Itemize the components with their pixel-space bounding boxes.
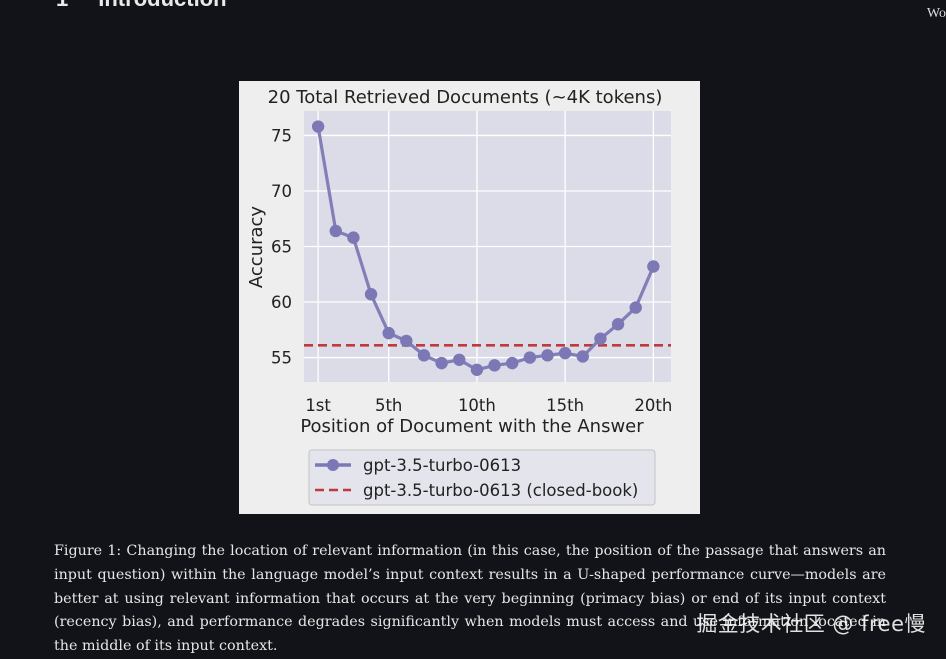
- section-title: Introduction: [98, 0, 226, 12]
- data-point: [453, 353, 466, 366]
- y-tick-label: 65: [271, 238, 292, 257]
- x-tick-label: 20th: [634, 396, 672, 415]
- data-point: [329, 224, 342, 238]
- y-tick-label: 60: [271, 293, 292, 312]
- data-point: [506, 356, 519, 370]
- data-point: [594, 332, 607, 345]
- data-point: [382, 326, 395, 340]
- x-axis: 1st 5th 10th 15th 20th: [305, 396, 672, 415]
- data-point: [435, 356, 448, 370]
- legend-label-closed-book: gpt-3.5-turbo-0613 (closed-book): [363, 481, 638, 500]
- x-axis-label: Position of Document with the Answer: [300, 416, 644, 437]
- data-point: [488, 359, 501, 372]
- section-heading: 1 Introduction: [56, 0, 227, 12]
- data-point: [417, 349, 431, 362]
- y-tick-label: 75: [271, 126, 292, 145]
- data-point: [400, 334, 413, 348]
- data-point: [347, 231, 360, 244]
- accuracy-chart: 55 60 65 70 75 1st 5th 10th 15th 20th 20 Total R…: [239, 81, 700, 514]
- section-number: 1: [56, 0, 68, 12]
- data-point: [558, 346, 572, 360]
- x-tick-label: 15th: [546, 396, 584, 415]
- y-tick-label: 55: [271, 349, 292, 368]
- data-point: [523, 351, 537, 364]
- data-point: [311, 120, 325, 133]
- data-point: [611, 318, 625, 331]
- chart-title: 20 Total Retrieved Documents (~4K tokens…: [268, 87, 663, 108]
- legend: gpt-3.5-turbo-0613 gpt-3.5-turbo-0613 (c…: [308, 449, 656, 506]
- data-point: [470, 363, 484, 376]
- data-point: [629, 301, 642, 314]
- x-tick-label: 5th: [375, 396, 402, 415]
- data-point: [364, 288, 378, 301]
- series-layer: [304, 120, 671, 376]
- y-axis-label: Accuracy: [246, 206, 267, 289]
- data-point: [541, 349, 554, 362]
- y-axis: 55 60 65 70 75: [271, 126, 292, 367]
- legend-marker-accuracy: [327, 459, 339, 471]
- data-point: [576, 350, 589, 363]
- y-tick-label: 70: [271, 182, 292, 201]
- watermark: 掘金技术社区 @ free慢: [696, 612, 926, 636]
- x-tick-label: 10th: [458, 396, 496, 415]
- x-tick-label: 1st: [305, 396, 331, 415]
- data-point: [647, 260, 660, 273]
- figure-panel: 55 60 65 70 75 1st 5th 10th 15th 20th 20 Total R…: [239, 81, 700, 514]
- figure-caption: Figure 1: Changing the location of relev…: [54, 543, 886, 655]
- corner-text: Wo: [926, 6, 946, 21]
- legend-label-accuracy: gpt-3.5-turbo-0613: [363, 456, 521, 475]
- legend-box: [308, 449, 656, 506]
